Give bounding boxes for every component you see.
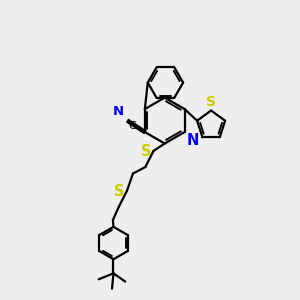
Text: N: N — [113, 106, 124, 118]
Text: C: C — [128, 122, 136, 131]
Text: S: S — [206, 95, 216, 110]
Text: S: S — [114, 184, 125, 199]
Text: S: S — [141, 144, 151, 159]
Text: N: N — [186, 133, 199, 148]
